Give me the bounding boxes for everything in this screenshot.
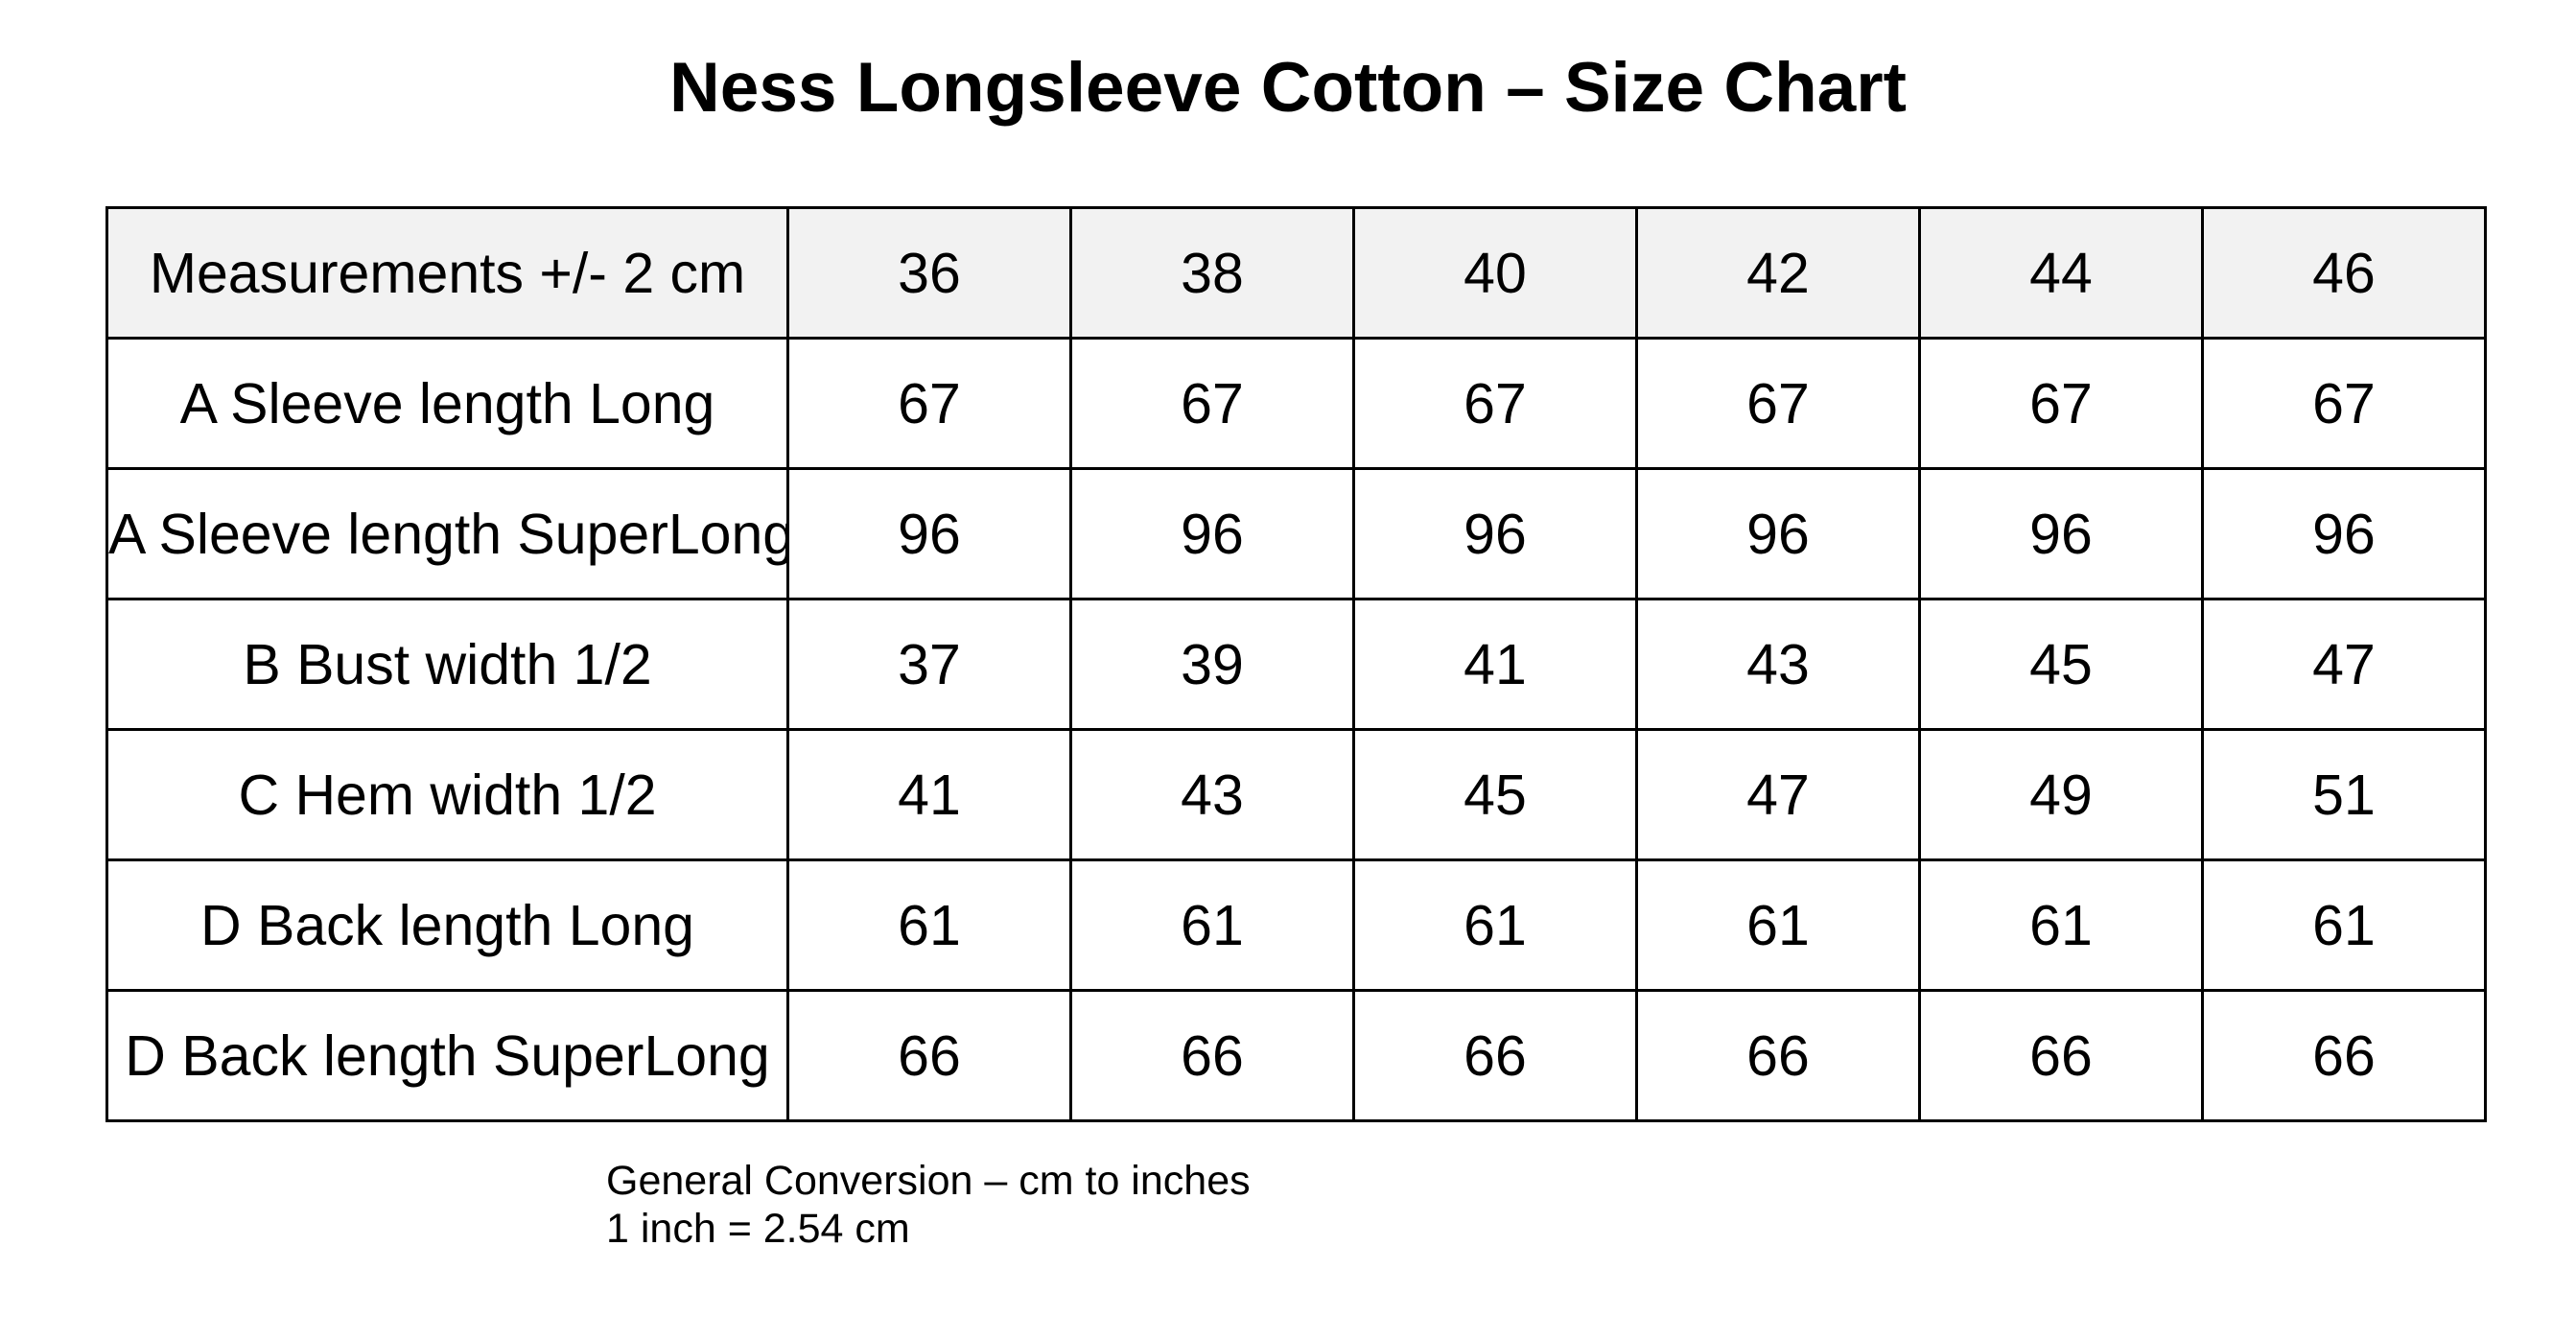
header-size-cell-36: 36 [786, 206, 1072, 340]
value-cell: 96 [2201, 467, 2487, 600]
value-cell: 96 [786, 467, 1072, 600]
value-cell: 67 [1352, 337, 1638, 470]
row-label-cell: A Sleeve length SuperLong [105, 467, 789, 600]
table-header-row: Measurements +/- 2 cm 36 38 40 42 44 46 [105, 206, 2487, 340]
value-cell: 61 [2201, 858, 2487, 992]
header-measurements-cell: Measurements +/- 2 cm [105, 206, 789, 340]
row-label-cell: C Hem width 1/2 [105, 728, 789, 861]
conversion-note: General Conversion – cm to inches 1 inch… [606, 1157, 1251, 1253]
row-label-cell: B Bust width 1/2 [105, 598, 789, 731]
header-size-cell-44: 44 [1918, 206, 2204, 340]
conversion-note-line-2: 1 inch = 2.54 cm [606, 1206, 910, 1252]
value-cell: 47 [2201, 598, 2487, 731]
value-cell: 67 [2201, 337, 2487, 470]
row-label-cell: D Back length Long [105, 858, 789, 992]
value-cell: 43 [1635, 598, 1921, 731]
conversion-note-line-1: General Conversion – cm to inches [606, 1158, 1251, 1204]
row-label-cell: A Sleeve length Long [105, 337, 789, 470]
table-row-back-length-superlong: D Back length SuperLong 66 66 66 66 66 6… [105, 989, 2487, 1122]
value-cell: 96 [1635, 467, 1921, 600]
header-size-cell-40: 40 [1352, 206, 1638, 340]
value-cell: 66 [1635, 989, 1921, 1122]
value-cell: 66 [2201, 989, 2487, 1122]
value-cell: 61 [1069, 858, 1355, 992]
table-row-hem-width: C Hem width 1/2 41 43 45 47 49 51 [105, 728, 2487, 861]
value-cell: 39 [1069, 598, 1355, 731]
table-row-sleeve-length-long: A Sleeve length Long 67 67 67 67 67 67 [105, 337, 2487, 470]
value-cell: 37 [786, 598, 1072, 731]
value-cell: 66 [786, 989, 1072, 1122]
value-cell: 61 [1352, 858, 1638, 992]
value-cell: 67 [1069, 337, 1355, 470]
value-cell: 41 [786, 728, 1072, 861]
value-cell: 96 [1352, 467, 1638, 600]
value-cell: 66 [1918, 989, 2204, 1122]
value-cell: 66 [1069, 989, 1355, 1122]
header-size-cell-42: 42 [1635, 206, 1921, 340]
size-chart-table: Measurements +/- 2 cm 36 38 40 42 44 46 … [105, 206, 2487, 1122]
header-size-cell-38: 38 [1069, 206, 1355, 340]
page-title: Ness Longsleeve Cotton – Size Chart [669, 49, 1907, 127]
value-cell: 41 [1352, 598, 1638, 731]
value-cell: 51 [2201, 728, 2487, 861]
value-cell: 45 [1352, 728, 1638, 861]
value-cell: 67 [1635, 337, 1921, 470]
value-cell: 43 [1069, 728, 1355, 861]
value-cell: 67 [786, 337, 1072, 470]
table-row-sleeve-length-superlong: A Sleeve length SuperLong 96 96 96 96 96… [105, 467, 2487, 600]
row-label-cell: D Back length SuperLong [105, 989, 789, 1122]
value-cell: 96 [1069, 467, 1355, 600]
value-cell: 96 [1918, 467, 2204, 600]
table-row-back-length-long: D Back length Long 61 61 61 61 61 61 [105, 858, 2487, 992]
table-row-bust-width: B Bust width 1/2 37 39 41 43 45 47 [105, 598, 2487, 731]
value-cell: 61 [1918, 858, 2204, 992]
header-size-cell-46: 46 [2201, 206, 2487, 340]
value-cell: 67 [1918, 337, 2204, 470]
value-cell: 47 [1635, 728, 1921, 861]
value-cell: 66 [1352, 989, 1638, 1122]
value-cell: 45 [1918, 598, 2204, 731]
value-cell: 61 [1635, 858, 1921, 992]
value-cell: 61 [786, 858, 1072, 992]
value-cell: 49 [1918, 728, 2204, 861]
